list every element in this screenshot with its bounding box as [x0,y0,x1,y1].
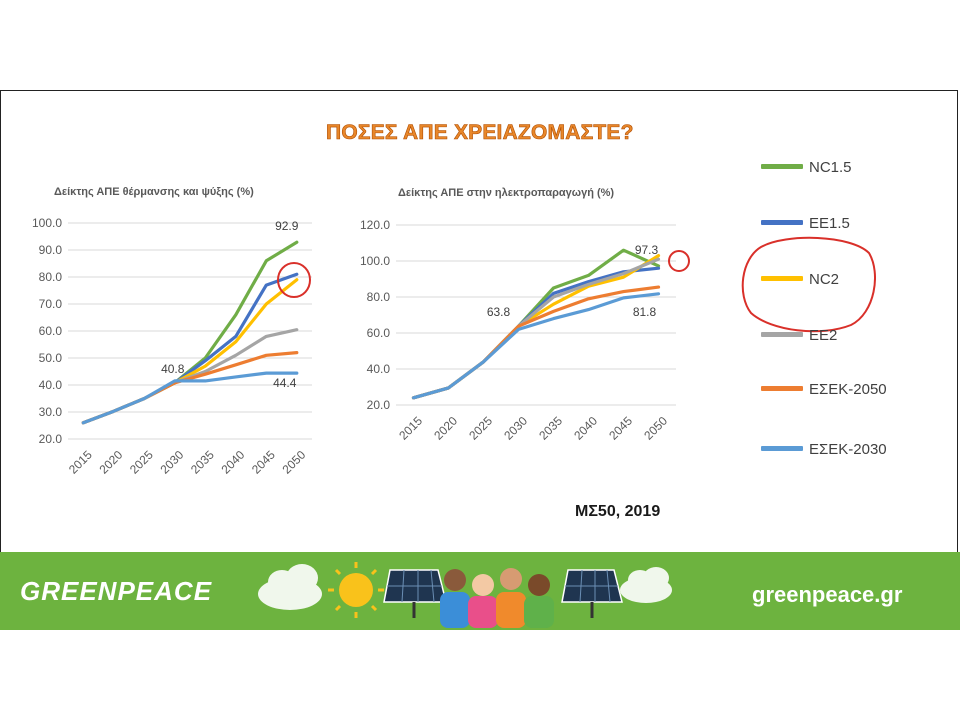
series-line-EE2 [411,257,661,400]
data-label: 63.8 [487,305,511,319]
chart-title: Δείκτης ΑΠΕ θέρμανσης και ψύξης (%) [54,186,254,198]
series-line-ΕΣΕΚ-2030 [81,371,299,425]
legend-label: ΕΣΕΚ-2050 [809,381,887,398]
legend-item: EE2 [761,325,869,347]
x-tick-label: 2020 [431,414,460,443]
legend-label: NC1.5 [809,159,852,176]
legend-label: ΕΣΕΚ-2030 [809,441,887,458]
y-tick-label: 120.0 [360,218,390,232]
data-label: 40.8 [161,362,185,376]
legend-highlight-circle [741,236,876,333]
heating-cooling-chart: Δείκτης ΑΠΕ θέρμανσης και ψύξης (%) 20.0 3… [32,186,312,477]
series-line-NC1.5 [81,240,299,425]
people-group-icon [440,568,554,628]
legend-label: NC2 [809,271,840,288]
slide-area: ΠΟΣΕΣ ΑΠΕ ΧΡΕΙΑΖΟΜΑΣΤΕ? Δείκτης ΑΠΕ θέρμ… [0,90,958,552]
legend-label: EE1.5 [809,215,850,232]
highlight-circle [668,250,690,272]
legend-item: ΕΣΕΚ-2030 [761,439,887,461]
solar-panel-icon [383,569,447,618]
x-tick-label: 2015 [396,414,425,443]
legend-item: ΕΣΕΚ-2050 [761,379,887,401]
y-tick-label: 80.0 [39,270,63,284]
x-tick-label: 2045 [249,448,278,477]
x-tick-label: 2050 [641,414,670,443]
y-tick-label: 60.0 [39,324,63,338]
y-tick-label: 100.0 [32,216,62,230]
sun-icon [328,562,384,618]
source-note: ΜΣ50, 2019 [575,503,661,520]
x-tick-label: 2025 [127,448,156,477]
legend-swatch [761,332,803,337]
footer-illustration [258,562,672,628]
legend-item: EE1.5 [761,213,869,235]
greenpeace-logo: GREENPEACE [20,576,213,606]
x-tick-label: 2035 [536,414,565,443]
x-tick-label: 2045 [606,414,635,443]
chart-title: Δείκτης ΑΠΕ στην ηλεκτροπαραγωγή (%) [398,187,614,199]
x-tick-label: 2020 [97,448,126,477]
y-tick-label: 80.0 [367,290,391,304]
legend-swatch [761,446,803,451]
x-tick-label: 2040 [571,414,600,443]
y-tick-label: 50.0 [39,351,63,365]
cloud-icon [620,567,672,603]
data-label: 92.9 [275,219,299,233]
legend-swatch [761,276,803,281]
legend-swatch [761,386,803,391]
highlight-circle [277,262,311,298]
x-tick-label: 2030 [158,448,187,477]
x-tick-label: 2015 [66,448,95,477]
y-tick-label: 40.0 [39,378,63,392]
y-tick-label: 100.0 [360,254,390,268]
legend-swatch [761,220,803,225]
data-label: 44.4 [273,376,297,390]
x-tick-label: 2025 [466,414,495,443]
series-line-ΕΣΕΚ-2050 [411,285,661,400]
x-tick-label: 2030 [501,414,530,443]
y-tick-label: 30.0 [39,405,63,419]
legend-item: NC1.5 [761,157,869,179]
y-tick-label: 40.0 [367,362,391,376]
series-line-EE1.5 [81,272,299,425]
data-label: 81.8 [633,305,657,319]
solar-panel-icon [561,569,623,618]
series-line-NC2 [81,278,299,425]
slide-title: ΠΟΣΕΣ ΑΠΕ ΧΡΕΙΑΖΟΜΑΣΤΕ? [326,121,634,145]
electricity-chart: Δείκτης ΑΠΕ στην ηλεκτροπαραγωγή (%) 20.0… [360,187,690,443]
legend-swatch [761,164,803,169]
x-tick-label: 2040 [219,448,248,477]
cloud-icon [258,564,322,610]
y-tick-label: 70.0 [39,297,63,311]
footer-banner: GREENPEACE [0,552,960,630]
y-tick-label: 90.0 [39,243,63,257]
y-tick-label: 60.0 [367,326,391,340]
legend-item: NC2 [761,269,869,291]
website-link[interactable]: greenpeace.gr [752,582,903,607]
y-tick-label: 20.0 [367,398,391,412]
x-tick-label: 2050 [280,448,309,477]
x-tick-label: 2035 [188,448,217,477]
y-tick-label: 20.0 [39,432,63,446]
legend-label: EE2 [809,327,838,344]
series-line-ΕΣΕΚ-2030 [411,292,661,400]
data-label: 97.3 [635,243,659,257]
series-line-NC2 [411,253,661,400]
